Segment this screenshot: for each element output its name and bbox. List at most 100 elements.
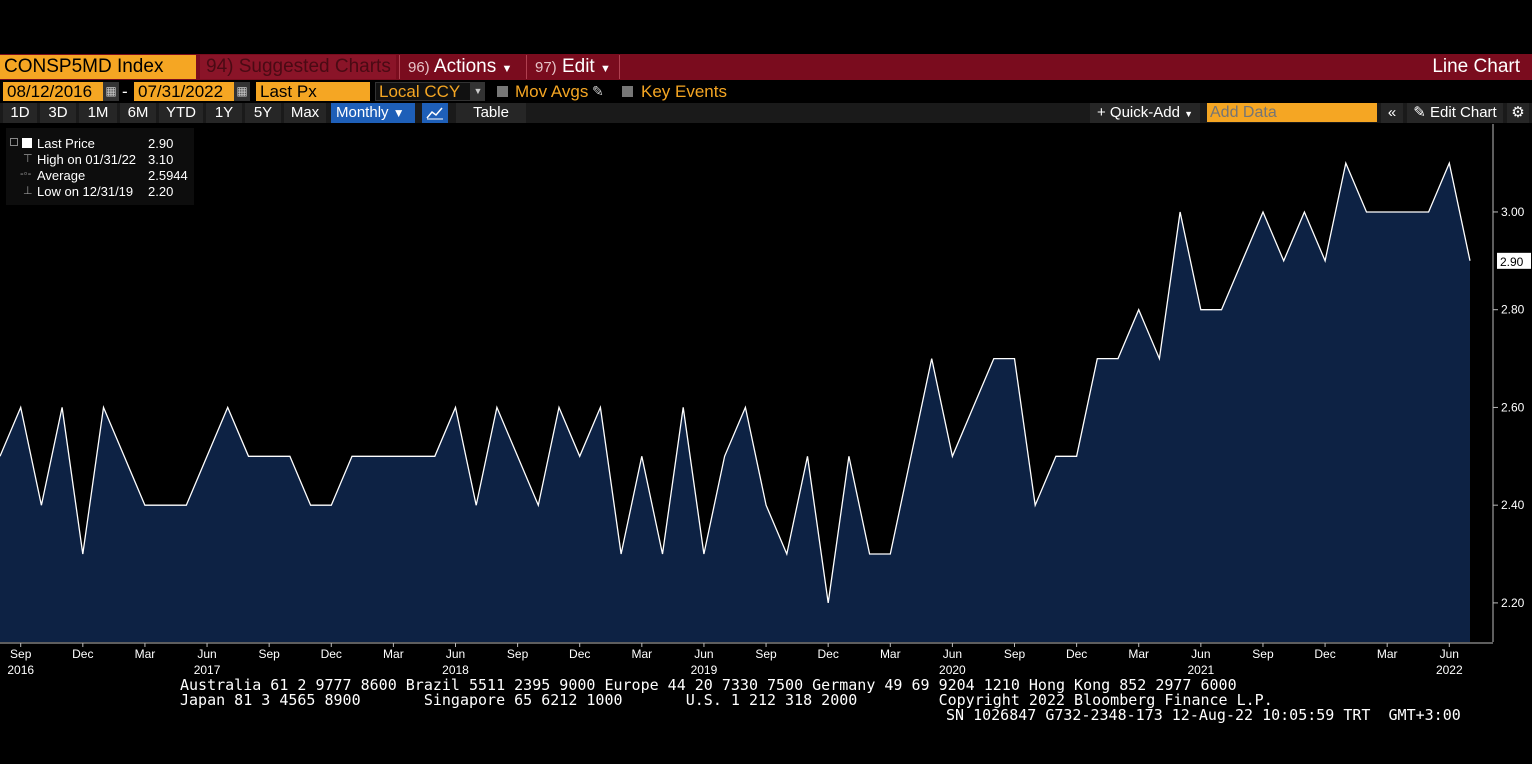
- end-date-field[interactable]: 07/31/2022: [134, 82, 234, 101]
- x-month-label: Jun: [197, 647, 216, 661]
- y-tick-label: 2.60: [1501, 400, 1525, 414]
- x-year-label: 2021: [1187, 663, 1214, 677]
- edit-menu[interactable]: 97) Edit ▼: [535, 55, 619, 79]
- currency-selector[interactable]: Local CCY: [375, 82, 471, 101]
- chart-legend: Last Price 2.90 ⊤ High on 01/31/22 3.10 …: [6, 128, 194, 205]
- x-month-label: Dec: [817, 647, 838, 661]
- high-marker-icon: ⊤: [23, 153, 33, 165]
- x-month-label: Mar: [135, 647, 156, 661]
- x-year-label: 2020: [939, 663, 966, 677]
- mov-avgs-label[interactable]: Mov Avgs: [515, 82, 589, 101]
- range-max-button[interactable]: Max: [284, 103, 326, 123]
- x-month-label: Mar: [1128, 647, 1149, 661]
- area-fill: [0, 163, 1470, 642]
- divider: [619, 55, 620, 79]
- field-selector[interactable]: Last Px: [256, 82, 370, 101]
- collapse-icon[interactable]: [10, 138, 18, 146]
- x-month-label: Mar: [1377, 647, 1398, 661]
- x-month-label: Dec: [1314, 647, 1335, 661]
- x-month-label: Sep: [10, 647, 32, 661]
- low-marker-icon: ⊥: [23, 185, 33, 197]
- x-month-label: Mar: [631, 647, 652, 661]
- legend-average-label: Average: [37, 168, 86, 183]
- range-3d-button[interactable]: 3D: [40, 103, 76, 123]
- range-1d-button[interactable]: 1D: [3, 103, 37, 123]
- divider: [526, 55, 527, 79]
- pencil-icon[interactable]: ✎: [592, 83, 604, 99]
- range-1m-button[interactable]: 1M: [79, 103, 117, 123]
- range-5y-button[interactable]: 5Y: [245, 103, 281, 123]
- y-tick-label: 3.00: [1501, 205, 1525, 219]
- actions-menu[interactable]: 96) Actions ▼: [408, 55, 524, 79]
- legend-last-value: 2.90: [148, 136, 174, 151]
- edit-number: 97): [535, 59, 557, 76]
- footer-contacts-line: Australia 61 2 9777 8600 Brazil 5511 239…: [180, 676, 1237, 694]
- footer-contacts-line: Japan 81 3 4565 8900 Singapore 65 6212 1…: [180, 691, 1273, 709]
- quick-add-label: + Quick-Add: [1096, 104, 1180, 121]
- edit-label: Edit: [561, 56, 595, 77]
- legend-average-value: 2.5944: [148, 168, 188, 183]
- x-year-label: 2016: [7, 663, 34, 677]
- x-month-label: Dec: [72, 647, 93, 661]
- gear-icon[interactable]: ⚙: [1507, 103, 1529, 123]
- start-date-field[interactable]: 08/12/2016: [3, 82, 103, 101]
- x-month-label: Dec: [569, 647, 590, 661]
- chevron-down-icon: ▼: [501, 63, 513, 75]
- suggested-charts-button[interactable]: 94) Suggested Charts: [200, 55, 396, 79]
- x-month-label: Sep: [755, 647, 777, 661]
- range-ytd-button[interactable]: YTD: [159, 103, 203, 123]
- x-month-label: Jun: [943, 647, 962, 661]
- x-month-label: Dec: [321, 647, 342, 661]
- chevron-down-icon: ▼: [600, 63, 611, 75]
- last-value-label: 2.90: [1500, 255, 1524, 269]
- x-month-label: Sep: [258, 647, 280, 661]
- actions-number: 96): [408, 59, 430, 76]
- chart-type-label: Line Chart: [1432, 56, 1520, 77]
- collapse-icon[interactable]: «: [1381, 103, 1403, 123]
- legend-low-label: Low on 12/31/19: [37, 184, 134, 199]
- legend-low-value: 2.20: [148, 184, 174, 199]
- period-label: Monthly: [336, 104, 389, 121]
- chevron-down-icon[interactable]: ▼: [471, 82, 485, 101]
- x-month-label: Jun: [446, 647, 465, 661]
- add-data-input[interactable]: [1207, 103, 1377, 122]
- chevron-down-icon: ▼: [1184, 109, 1194, 119]
- quick-add-button[interactable]: + Quick-Add ▼: [1090, 103, 1200, 123]
- key-events-label[interactable]: Key Events: [641, 82, 727, 101]
- date-separator: -: [122, 82, 128, 101]
- line-chart: 2.20 2.40 2.60 2.80 3.00 2.90 Sep Dec Mar Jun Sep D…: [0, 124, 1531, 677]
- last-value-box: [1497, 252, 1531, 269]
- average-marker-icon: -◦-: [20, 168, 32, 180]
- table-button[interactable]: Table: [456, 103, 526, 123]
- chevron-down-icon: ▼: [392, 106, 405, 120]
- key-events-checkbox[interactable]: [622, 86, 633, 97]
- pencil-icon: ✎: [1413, 104, 1426, 121]
- edit-chart-label: Edit Chart: [1430, 104, 1497, 121]
- x-month-label: Sep: [1004, 647, 1026, 661]
- series-line: [0, 160, 1471, 603]
- line-chart-icon[interactable]: [422, 103, 448, 123]
- period-selector[interactable]: Monthly ▼: [331, 103, 415, 123]
- x-year-label: 2017: [194, 663, 221, 677]
- ticker-field[interactable]: CONSP5MD Index: [0, 55, 196, 79]
- range-1y-button[interactable]: 1Y: [206, 103, 242, 123]
- calendar-icon[interactable]: ▦: [103, 82, 119, 101]
- footer-session-line: SN 1026847 G732-2348-173 12-Aug-22 10:05…: [946, 706, 1461, 724]
- legend-high-value: 3.10: [148, 152, 174, 167]
- x-month-label: Jun: [1191, 647, 1210, 661]
- y-tick-label: 2.80: [1501, 303, 1525, 317]
- y-tick-label: 2.20: [1501, 596, 1525, 610]
- y-tick-label: 2.40: [1501, 498, 1525, 512]
- x-year-label: 2022: [1436, 663, 1463, 677]
- x-month-label: Mar: [880, 647, 901, 661]
- edit-chart-button[interactable]: ✎ Edit Chart: [1407, 103, 1503, 123]
- range-6m-button[interactable]: 6M: [120, 103, 156, 123]
- series-swatch: [22, 138, 32, 148]
- x-month-label: Jun: [1440, 647, 1459, 661]
- x-month-label: Mar: [383, 647, 404, 661]
- calendar-icon[interactable]: ▦: [234, 82, 250, 101]
- divider: [399, 55, 400, 79]
- x-year-label: 2019: [691, 663, 718, 677]
- actions-label: Actions: [433, 56, 497, 77]
- mov-avgs-checkbox[interactable]: [497, 86, 508, 97]
